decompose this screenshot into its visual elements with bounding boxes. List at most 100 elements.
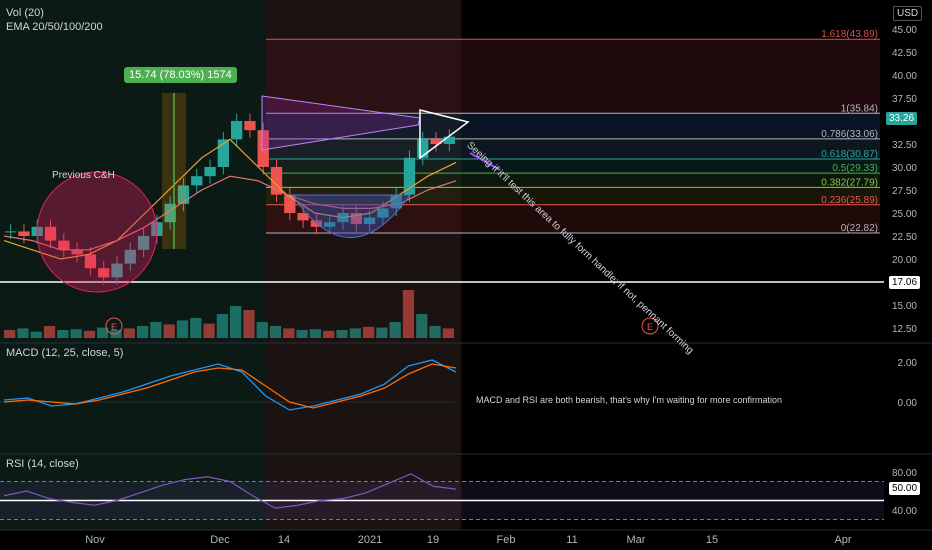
previous-ch-note: Previous C&H <box>52 170 115 181</box>
rsi-line <box>3 473 457 509</box>
candle <box>244 121 256 131</box>
ema-50-line <box>3 175 457 251</box>
candle <box>177 185 190 204</box>
candle <box>350 213 362 225</box>
time-tick: Nov <box>85 534 105 546</box>
rsi-tick: 80.00 <box>892 468 917 479</box>
candle <box>191 176 203 186</box>
price-tick: 45.00 <box>892 25 917 36</box>
volume-bar <box>4 330 16 338</box>
volume-bar <box>243 310 255 338</box>
price-tick: 40.00 <box>892 71 917 82</box>
volume-indicator-label[interactable]: Vol (20) <box>6 7 44 19</box>
volume-bar <box>416 314 428 338</box>
measure-box: 15.74 (78.03%) 1574 <box>124 67 237 83</box>
candle <box>231 121 243 140</box>
candle <box>297 213 309 221</box>
rsi-tick: 40.00 <box>892 506 917 517</box>
candle <box>377 208 389 218</box>
candle <box>164 203 176 223</box>
price-tick: 25.00 <box>892 209 917 220</box>
volume-bar <box>190 318 202 338</box>
candle <box>430 139 442 144</box>
volume-bar <box>309 329 322 338</box>
candle <box>363 217 376 225</box>
volume-bar <box>123 328 135 338</box>
volume-bar <box>70 329 82 338</box>
signal-line <box>3 363 457 409</box>
price-tick: 20.00 <box>892 255 917 266</box>
cup-shape <box>291 194 411 238</box>
volume-bar <box>43 326 56 338</box>
candle <box>137 236 150 250</box>
fib-zone <box>266 39 880 114</box>
price-tick: 12.50 <box>892 324 917 335</box>
previous-ch-circle <box>36 171 158 293</box>
candle <box>71 249 83 255</box>
fib-zone <box>266 158 880 174</box>
volume-bar <box>362 326 375 338</box>
candle <box>324 222 336 227</box>
fib-zone <box>266 113 880 139</box>
earnings-marker <box>105 317 123 335</box>
volume-bar <box>349 328 361 338</box>
earnings-marker-label: E <box>647 322 653 332</box>
volume-bar <box>429 326 441 338</box>
candle <box>124 249 136 264</box>
volume-bar <box>336 330 348 338</box>
time-tick: Dec <box>210 534 230 546</box>
candle <box>58 240 70 250</box>
volume-bar <box>389 322 401 338</box>
volume-bar <box>30 331 42 338</box>
price-tick: 27.50 <box>892 186 917 197</box>
volume-bar <box>83 330 96 338</box>
time-tick: 11 <box>566 534 577 546</box>
candle <box>390 194 402 209</box>
pointer-arrow <box>469 152 501 171</box>
macd-tick: 0.00 <box>898 398 918 409</box>
rsi-indicator-label[interactable]: RSI (14, close) <box>6 458 79 470</box>
macd-indicator-label[interactable]: MACD (12, 25, close, 5) <box>6 347 124 359</box>
candle <box>284 194 296 213</box>
time-tick: Apr <box>834 534 851 546</box>
volume-bar <box>216 314 228 338</box>
time-tick: 2021 <box>358 534 382 546</box>
volume-bar <box>203 323 215 338</box>
volume-bar <box>283 328 295 338</box>
fib-label: 0.786(33.06) <box>821 129 878 140</box>
price-tick: 15.00 <box>892 301 917 312</box>
volume-bar <box>150 322 162 338</box>
candle <box>417 139 429 158</box>
volume-bar <box>402 290 415 338</box>
fib-label: 0.382(27.79) <box>821 177 878 188</box>
candle <box>443 136 455 144</box>
candle <box>5 231 17 233</box>
volume-bar <box>97 327 109 338</box>
macd-tick: 2.00 <box>898 358 918 369</box>
fib-label: 0.618(30.87) <box>821 149 878 160</box>
currency-label[interactable]: USD <box>893 6 923 21</box>
volume-bar <box>323 330 335 338</box>
volume-bar <box>376 327 388 338</box>
candle <box>270 167 283 195</box>
fib-zone <box>266 138 880 159</box>
pennant <box>419 109 470 160</box>
price-tick: 32.50 <box>892 140 917 151</box>
volume-bar <box>442 328 454 338</box>
price-tick: 22.50 <box>892 232 917 243</box>
candle <box>204 167 216 177</box>
volume-bar <box>269 326 282 338</box>
price-tick: 30.00 <box>892 163 917 174</box>
earnings-marker <box>641 317 659 335</box>
time-tick: 14 <box>278 534 290 546</box>
volume-bar <box>230 306 242 338</box>
rsi-level-tag: 50.00 <box>889 482 921 495</box>
volume-bar <box>17 328 29 338</box>
volume-bar <box>256 322 268 338</box>
fib-label: 0(22.82) <box>841 223 878 234</box>
ema-indicator-label[interactable]: EMA 20/50/100/200 <box>6 21 103 33</box>
fib-label: 0.236(25.89) <box>821 195 878 206</box>
fib-zone <box>266 187 880 205</box>
fib-zone <box>266 173 880 188</box>
